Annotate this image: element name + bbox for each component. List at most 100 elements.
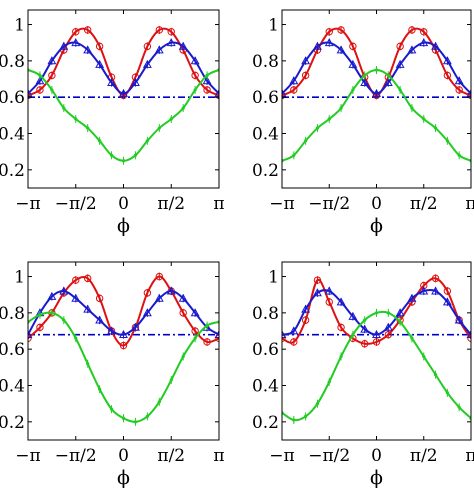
data-point [133, 153, 138, 157]
data-point [360, 340, 369, 348]
data-point [363, 73, 367, 77]
data-point [157, 400, 161, 404]
data-point [72, 28, 80, 36]
plot-area [28, 272, 219, 426]
data-point [214, 88, 219, 97]
data-point [327, 380, 331, 384]
data-point [83, 304, 93, 313]
data-point [408, 26, 416, 34]
data-point [351, 333, 355, 337]
data-point [121, 416, 126, 420]
data-point [181, 354, 185, 359]
data-point [324, 38, 334, 47]
data-point [457, 153, 461, 157]
data-point [50, 311, 54, 315]
x-tick-label: −π/2 [308, 446, 350, 466]
data-point [154, 293, 164, 302]
x-tick-label: −π [269, 194, 294, 214]
data-point [372, 330, 381, 339]
y-tick-label: 0.8 [0, 52, 25, 72]
data-point [419, 286, 429, 295]
data-point [290, 86, 298, 94]
data-point [339, 354, 343, 359]
series-line [28, 69, 219, 162]
y-tick-label: 0.6 [0, 340, 25, 360]
data-point [142, 308, 152, 317]
data-point [374, 68, 379, 72]
data-point [109, 407, 114, 411]
data-point [145, 414, 149, 418]
data-point [407, 293, 417, 302]
data-point [454, 315, 464, 324]
data-point [109, 153, 114, 157]
data-point [179, 309, 187, 317]
data-point [315, 402, 320, 406]
data-point [38, 313, 42, 317]
data-point [191, 71, 199, 80]
x-tick-label: 0 [371, 446, 382, 466]
data-point [166, 38, 176, 47]
data-point [398, 320, 402, 324]
data-point [339, 106, 343, 110]
data-point [374, 311, 379, 315]
data-point [191, 327, 199, 335]
data-point [74, 117, 78, 121]
data-point [324, 286, 334, 295]
data-point [313, 276, 322, 284]
series-line [28, 27, 219, 97]
data-point [59, 41, 69, 50]
data-point [47, 56, 57, 65]
data-point [282, 330, 287, 339]
x-tick-label: π [213, 194, 224, 214]
data-point [205, 323, 209, 328]
data-point [36, 86, 44, 94]
data-point [181, 106, 185, 110]
data-point [190, 308, 200, 317]
x-tick-label: 0 [118, 194, 129, 214]
data-point [62, 318, 66, 322]
data-point [48, 71, 56, 80]
data-point [304, 414, 308, 418]
data-point [190, 56, 200, 65]
data-point [154, 45, 164, 54]
series-line [28, 311, 219, 423]
plot-area [282, 274, 471, 425]
data-point [145, 139, 149, 143]
data-point [95, 42, 104, 51]
x-tick-label: −π/2 [55, 194, 97, 214]
data-point [130, 322, 140, 331]
data-point [62, 106, 66, 110]
data-point [28, 334, 32, 342]
data-point [214, 330, 219, 339]
data-point [215, 334, 219, 342]
data-point [157, 126, 161, 130]
data-point [74, 336, 78, 340]
data-point [454, 76, 464, 85]
y-tick-label: 1 [14, 16, 25, 36]
data-point [95, 294, 104, 303]
data-point [167, 28, 175, 36]
data-point [143, 289, 152, 297]
data-point [169, 378, 173, 382]
y-tick-label: 1 [268, 16, 279, 36]
data-point [203, 338, 211, 346]
data-point [337, 323, 345, 332]
data-point [312, 41, 322, 50]
data-point [107, 326, 117, 335]
x-axis-label: ϕ [370, 215, 383, 237]
data-point [386, 311, 390, 315]
data-point [466, 330, 471, 339]
data-point [442, 297, 452, 306]
data-point [383, 322, 393, 331]
data-point [301, 316, 310, 324]
data-point [83, 45, 93, 54]
x-tick-label: 0 [118, 446, 129, 466]
data-point [292, 153, 296, 157]
y-tick-label: 1 [268, 268, 279, 288]
data-point [98, 387, 102, 391]
data-point [360, 78, 370, 87]
x-tick-label: π/2 [157, 194, 185, 214]
plot-area [28, 25, 219, 165]
data-point [28, 330, 33, 339]
y-tick-label: 0.8 [0, 304, 25, 324]
